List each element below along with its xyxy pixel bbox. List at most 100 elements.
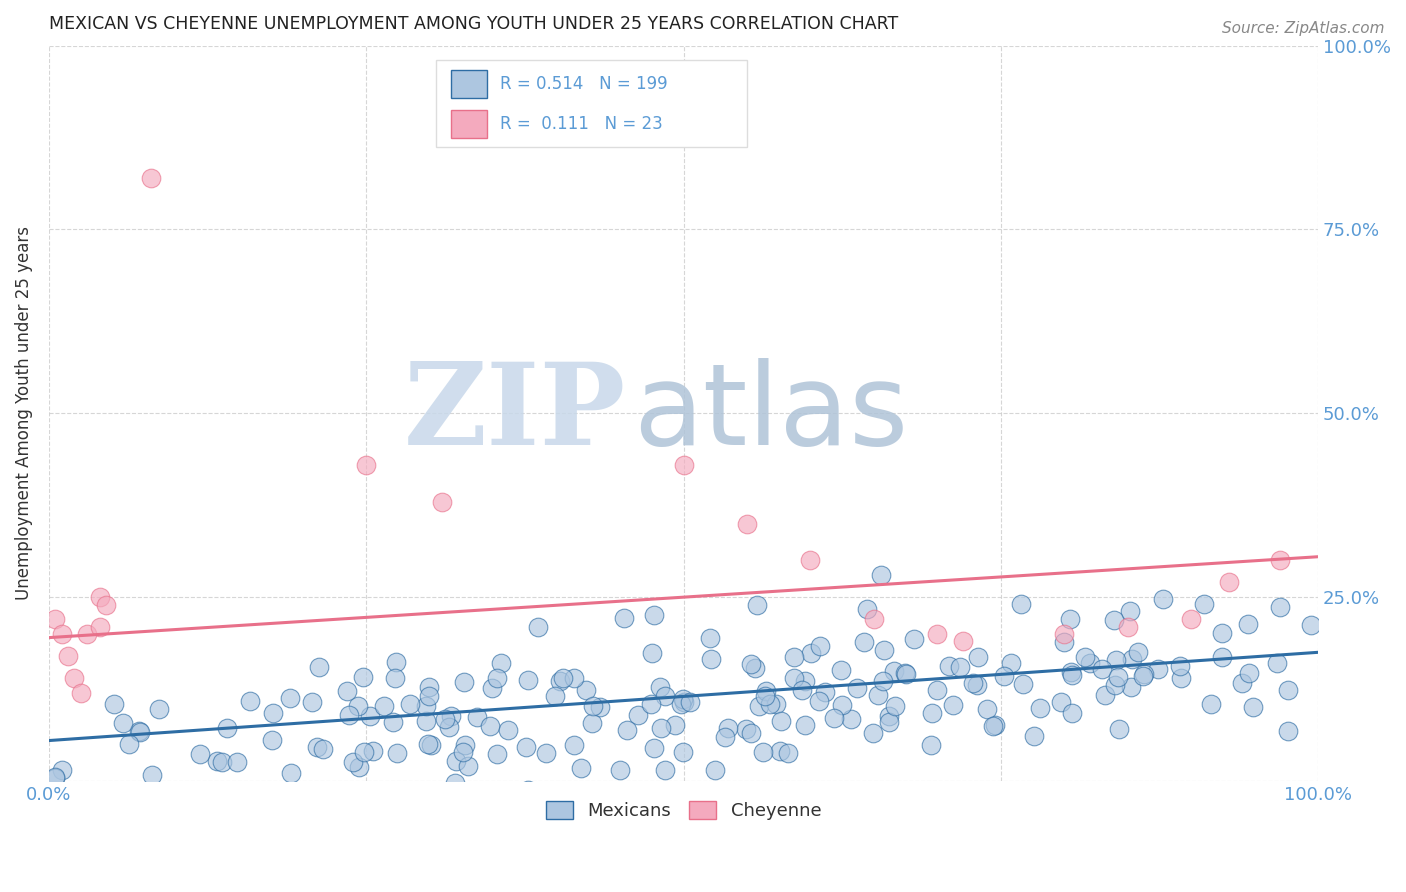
Point <box>609 763 631 777</box>
Point <box>239 694 262 708</box>
Point <box>783 672 806 686</box>
Point <box>188 747 211 762</box>
Point <box>903 632 925 647</box>
Point <box>419 738 441 752</box>
Point <box>981 719 1004 733</box>
Point <box>894 665 917 680</box>
Point <box>1060 665 1083 679</box>
Point <box>1241 700 1264 714</box>
Point <box>311 741 333 756</box>
Text: MEXICAN VS CHEYENNE UNEMPLOYMENT AMONG YOUTH UNDER 25 YEARS CORRELATION CHART: MEXICAN VS CHEYENNE UNEMPLOYMENT AMONG Y… <box>49 15 898 33</box>
Point <box>699 631 721 645</box>
Point <box>94 598 117 612</box>
Point <box>226 756 249 770</box>
Point <box>863 612 886 626</box>
Point <box>457 758 479 772</box>
Point <box>527 620 550 634</box>
Point <box>385 655 408 669</box>
Point <box>478 719 501 733</box>
Point <box>640 697 662 711</box>
Point <box>679 695 702 709</box>
Point <box>1126 644 1149 658</box>
Point <box>1108 723 1130 737</box>
Point <box>1060 706 1083 721</box>
Point <box>831 698 853 712</box>
Point <box>589 699 612 714</box>
Point <box>872 673 894 688</box>
Point <box>432 494 454 508</box>
Point <box>451 745 474 759</box>
Point <box>581 716 603 731</box>
Point <box>1230 676 1253 690</box>
Point <box>952 634 974 648</box>
Point <box>217 721 239 735</box>
Point <box>569 761 592 775</box>
Point <box>486 672 509 686</box>
Y-axis label: Unemployment Among Youth under 25 years: Unemployment Among Youth under 25 years <box>15 227 32 600</box>
Point <box>1201 698 1223 712</box>
Point <box>1147 662 1170 676</box>
Point <box>1237 665 1260 680</box>
Point <box>418 690 440 704</box>
Point <box>415 698 437 713</box>
Point <box>1000 656 1022 670</box>
Point <box>846 681 869 696</box>
Point <box>669 697 692 711</box>
Point <box>548 673 571 688</box>
Point <box>301 695 323 709</box>
Point <box>562 671 585 685</box>
Point <box>1029 701 1052 715</box>
Point <box>346 698 368 713</box>
Point <box>862 726 884 740</box>
Point <box>1121 652 1143 666</box>
Point <box>56 648 79 663</box>
Point <box>1074 649 1097 664</box>
Point <box>387 746 409 760</box>
Point <box>740 657 762 671</box>
Point <box>1133 666 1156 681</box>
Point <box>616 723 638 737</box>
Point <box>44 770 66 784</box>
Text: Source: ZipAtlas.com: Source: ZipAtlas.com <box>1222 21 1385 36</box>
Point <box>89 619 111 633</box>
Point <box>966 678 988 692</box>
Point <box>627 708 650 723</box>
Text: R =  0.111   N = 23: R = 0.111 N = 23 <box>499 115 662 133</box>
Point <box>543 690 565 704</box>
Point <box>489 656 512 670</box>
Point <box>103 698 125 712</box>
Point <box>883 699 905 714</box>
Point <box>1119 604 1142 618</box>
Point <box>517 783 540 797</box>
Point <box>1236 617 1258 632</box>
Point <box>870 568 893 582</box>
Point <box>353 745 375 759</box>
Point <box>89 590 111 604</box>
Point <box>76 627 98 641</box>
Point <box>744 660 766 674</box>
Point <box>1152 592 1174 607</box>
Point <box>1180 612 1202 626</box>
Point <box>921 706 943 720</box>
Point <box>398 698 420 712</box>
Point <box>648 680 671 694</box>
Point <box>384 671 406 685</box>
Point <box>672 695 695 709</box>
Point <box>769 714 792 728</box>
Point <box>515 740 537 755</box>
Point <box>139 171 162 186</box>
Point <box>927 627 949 641</box>
Point <box>877 708 900 723</box>
Point <box>765 697 787 711</box>
Point <box>699 652 721 666</box>
Point <box>63 671 86 685</box>
Point <box>1121 680 1143 694</box>
FancyBboxPatch shape <box>436 61 747 147</box>
Point <box>574 682 596 697</box>
Point <box>856 602 879 616</box>
Point <box>643 607 665 622</box>
Point <box>337 708 360 723</box>
Point <box>51 627 73 641</box>
Point <box>582 699 605 714</box>
Point <box>1277 683 1299 698</box>
